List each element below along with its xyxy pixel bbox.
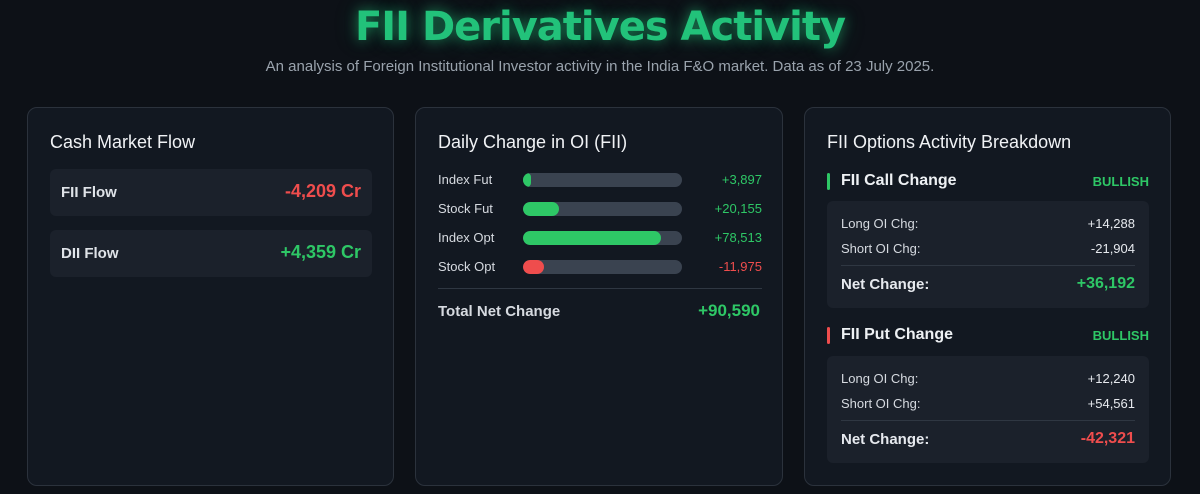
put-short-row: Short OI Chg: +54,561 — [841, 396, 1135, 414]
oi-row-label: Stock Fut — [438, 201, 493, 216]
put-change-title: FII Put Change — [841, 326, 953, 343]
long-oi-value: +14,288 — [1087, 216, 1135, 231]
oi-bar-fill — [523, 173, 531, 187]
oi-bar-fill — [523, 231, 661, 245]
card-title: Daily Change in OI (FII) — [438, 132, 628, 152]
put-net-row: Net Change: -42,321 — [841, 430, 1135, 449]
call-indicator-bar — [827, 173, 830, 190]
oi-bar-track — [523, 231, 682, 245]
fii-flow-row: FII Flow -4,209 Cr — [50, 169, 372, 216]
net-change-label: Net Change: — [841, 431, 930, 448]
call-long-row: Long OI Chg: +14,288 — [841, 216, 1135, 234]
oi-bar-track — [523, 260, 682, 274]
oi-row: Index Opt +78,513 — [438, 228, 762, 248]
oi-row-value: +78,513 — [714, 230, 762, 245]
oi-bar-fill — [523, 260, 544, 274]
put-long-row: Long OI Chg: +12,240 — [841, 371, 1135, 389]
divider — [841, 265, 1135, 266]
oi-bar-fill — [523, 202, 559, 216]
total-net-change-label: Total Net Change — [438, 303, 561, 320]
oi-row-value: +20,155 — [714, 201, 762, 216]
short-oi-label: Short OI Chg: — [841, 241, 921, 256]
short-oi-value: +54,561 — [1087, 396, 1135, 411]
call-change-title: FII Call Change — [841, 172, 957, 189]
net-change-value: -42,321 — [1080, 430, 1135, 447]
oi-change-card: Daily Change in OI (FII) Index Fut +3,897… — [415, 107, 783, 486]
long-oi-label: Long OI Chg: — [841, 371, 919, 386]
oi-row-value: +3,897 — [721, 172, 762, 187]
total-net-change-value: +90,590 — [698, 301, 760, 320]
dii-flow-label: DII Flow — [61, 245, 119, 262]
oi-row-label: Stock Opt — [438, 259, 496, 274]
short-oi-value: -21,904 — [1090, 241, 1135, 256]
oi-row-label: Index Fut — [438, 172, 493, 187]
fii-flow-value: -4,209 Cr — [284, 181, 361, 201]
oi-bar-track — [523, 202, 682, 216]
dii-flow-row: DII Flow +4,359 Cr — [50, 230, 372, 277]
card-title: FII Options Activity Breakdown — [827, 132, 1072, 152]
page-subtitle: An analysis of Foreign Institutional Inv… — [265, 58, 935, 75]
divider — [841, 420, 1135, 421]
put-indicator-bar — [827, 327, 830, 344]
oi-row-label: Index Opt — [438, 230, 495, 245]
put-sentiment-badge: BULLISH — [1092, 328, 1149, 343]
oi-row: Index Fut +3,897 — [438, 170, 762, 190]
fii-flow-label: FII Flow — [61, 184, 117, 201]
call-change-box: Long OI Chg: +14,288 Short OI Chg: -21,9… — [827, 201, 1149, 308]
long-oi-label: Long OI Chg: — [841, 216, 919, 231]
dii-flow-value: +4,359 Cr — [280, 242, 361, 262]
card-title: Cash Market Flow — [50, 132, 196, 152]
net-change-value: +36,192 — [1076, 275, 1135, 292]
net-change-label: Net Change: — [841, 276, 930, 293]
call-short-row: Short OI Chg: -21,904 — [841, 241, 1135, 259]
oi-row: Stock Fut +20,155 — [438, 199, 762, 219]
page-title: FII Derivatives Activity — [354, 4, 846, 50]
oi-row-value: -11,975 — [718, 259, 762, 274]
long-oi-value: +12,240 — [1087, 371, 1135, 386]
oi-row: Stock Opt -11,975 — [438, 257, 762, 277]
put-change-header: FII Put Change BULLISH — [827, 325, 1149, 347]
call-sentiment-badge: BULLISH — [1092, 174, 1149, 189]
oi-bar-track — [523, 173, 682, 187]
call-change-header: FII Call Change BULLISH — [827, 171, 1149, 193]
divider — [438, 288, 762, 289]
options-breakdown-card: FII Options Activity Breakdown FII Call … — [804, 107, 1171, 486]
call-net-row: Net Change: +36,192 — [841, 275, 1135, 294]
short-oi-label: Short OI Chg: — [841, 396, 921, 411]
put-change-box: Long OI Chg: +12,240 Short OI Chg: +54,5… — [827, 356, 1149, 463]
cash-market-flow-card: Cash Market Flow FII Flow -4,209 Cr DII … — [27, 107, 394, 486]
